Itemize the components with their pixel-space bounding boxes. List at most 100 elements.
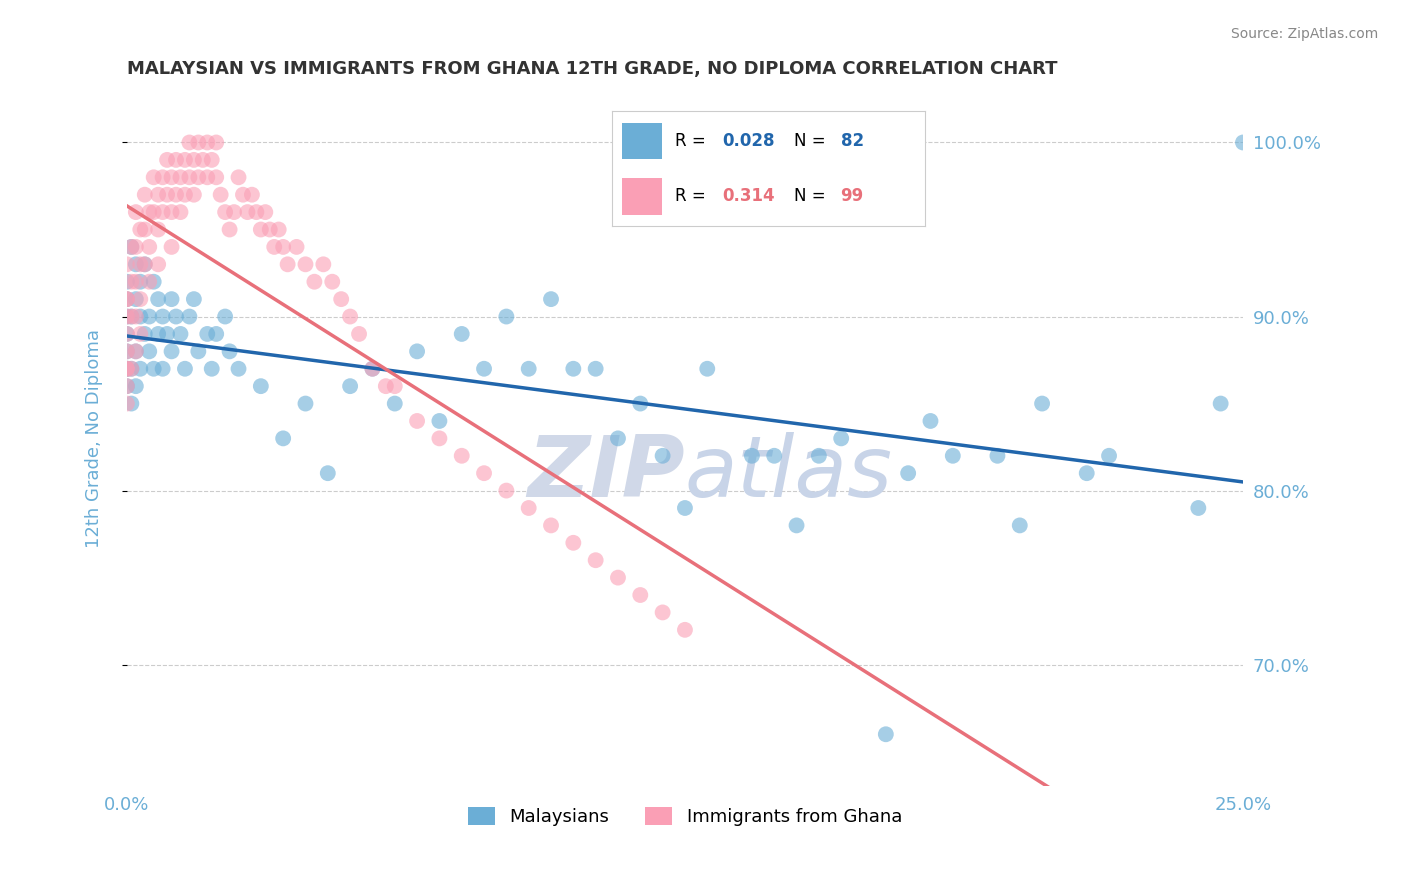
Point	[120, 240, 142, 254]
Point	[120, 396, 142, 410]
Point	[169, 170, 191, 185]
Point	[585, 361, 607, 376]
Point	[146, 292, 169, 306]
Point	[374, 379, 396, 393]
Point	[312, 257, 335, 271]
Point	[129, 222, 152, 236]
Point	[125, 257, 148, 271]
Point	[134, 187, 156, 202]
Point	[187, 344, 209, 359]
Point	[1232, 136, 1254, 150]
Point	[160, 240, 183, 254]
Point	[169, 326, 191, 341]
Point	[786, 518, 808, 533]
Point	[673, 501, 696, 516]
Point	[195, 326, 218, 341]
Point	[146, 326, 169, 341]
Point	[129, 361, 152, 376]
Point	[146, 187, 169, 202]
Point	[129, 275, 152, 289]
Point	[214, 310, 236, 324]
Point	[195, 136, 218, 150]
Point	[1031, 396, 1053, 410]
Text: atlas: atlas	[685, 432, 893, 515]
Point	[156, 153, 179, 167]
Point	[209, 187, 232, 202]
Point	[271, 431, 294, 445]
Point	[495, 310, 517, 324]
Point	[160, 344, 183, 359]
Point	[115, 326, 138, 341]
Point	[115, 326, 138, 341]
Point	[250, 222, 273, 236]
Point	[986, 449, 1008, 463]
Point	[125, 310, 148, 324]
Point	[673, 623, 696, 637]
Point	[205, 136, 228, 150]
Point	[245, 205, 267, 219]
Point	[187, 136, 209, 150]
Point	[134, 257, 156, 271]
Point	[125, 344, 148, 359]
Point	[429, 431, 451, 445]
Point	[763, 449, 786, 463]
Point	[607, 431, 630, 445]
Point	[120, 361, 142, 376]
Point	[174, 187, 197, 202]
Point	[125, 205, 148, 219]
Point	[339, 379, 361, 393]
Point	[214, 205, 236, 219]
Point	[120, 275, 142, 289]
Point	[330, 292, 353, 306]
Text: Source: ZipAtlas.com: Source: ZipAtlas.com	[1230, 27, 1378, 41]
Point	[450, 449, 472, 463]
Point	[741, 449, 763, 463]
Point	[628, 588, 651, 602]
Point	[138, 344, 160, 359]
Point	[294, 257, 316, 271]
Point	[384, 396, 406, 410]
Point	[195, 170, 218, 185]
Point	[347, 326, 370, 341]
Point	[897, 466, 920, 480]
Point	[540, 292, 562, 306]
Point	[942, 449, 965, 463]
Point	[807, 449, 830, 463]
Point	[125, 379, 148, 393]
Point	[142, 275, 165, 289]
Point	[115, 361, 138, 376]
Point	[263, 240, 285, 254]
Point	[1098, 449, 1121, 463]
Point	[259, 222, 281, 236]
Point	[138, 310, 160, 324]
Point	[406, 414, 429, 428]
Point	[540, 518, 562, 533]
Point	[165, 187, 187, 202]
Text: MALAYSIAN VS IMMIGRANTS FROM GHANA 12TH GRADE, NO DIPLOMA CORRELATION CHART: MALAYSIAN VS IMMIGRANTS FROM GHANA 12TH …	[127, 60, 1057, 78]
Point	[277, 257, 299, 271]
Point	[294, 396, 316, 410]
Point	[142, 361, 165, 376]
Point	[120, 240, 142, 254]
Point	[115, 344, 138, 359]
Point	[115, 361, 138, 376]
Point	[517, 361, 540, 376]
Point	[138, 240, 160, 254]
Point	[222, 205, 245, 219]
Point	[191, 153, 214, 167]
Point	[129, 257, 152, 271]
Point	[254, 205, 277, 219]
Point	[179, 136, 201, 150]
Point	[875, 727, 897, 741]
Point	[361, 361, 384, 376]
Point	[138, 275, 160, 289]
Point	[142, 170, 165, 185]
Point	[830, 431, 852, 445]
Point	[174, 361, 197, 376]
Point	[134, 222, 156, 236]
Point	[201, 361, 224, 376]
Point	[285, 240, 308, 254]
Point	[218, 344, 240, 359]
Point	[120, 310, 142, 324]
Point	[187, 170, 209, 185]
